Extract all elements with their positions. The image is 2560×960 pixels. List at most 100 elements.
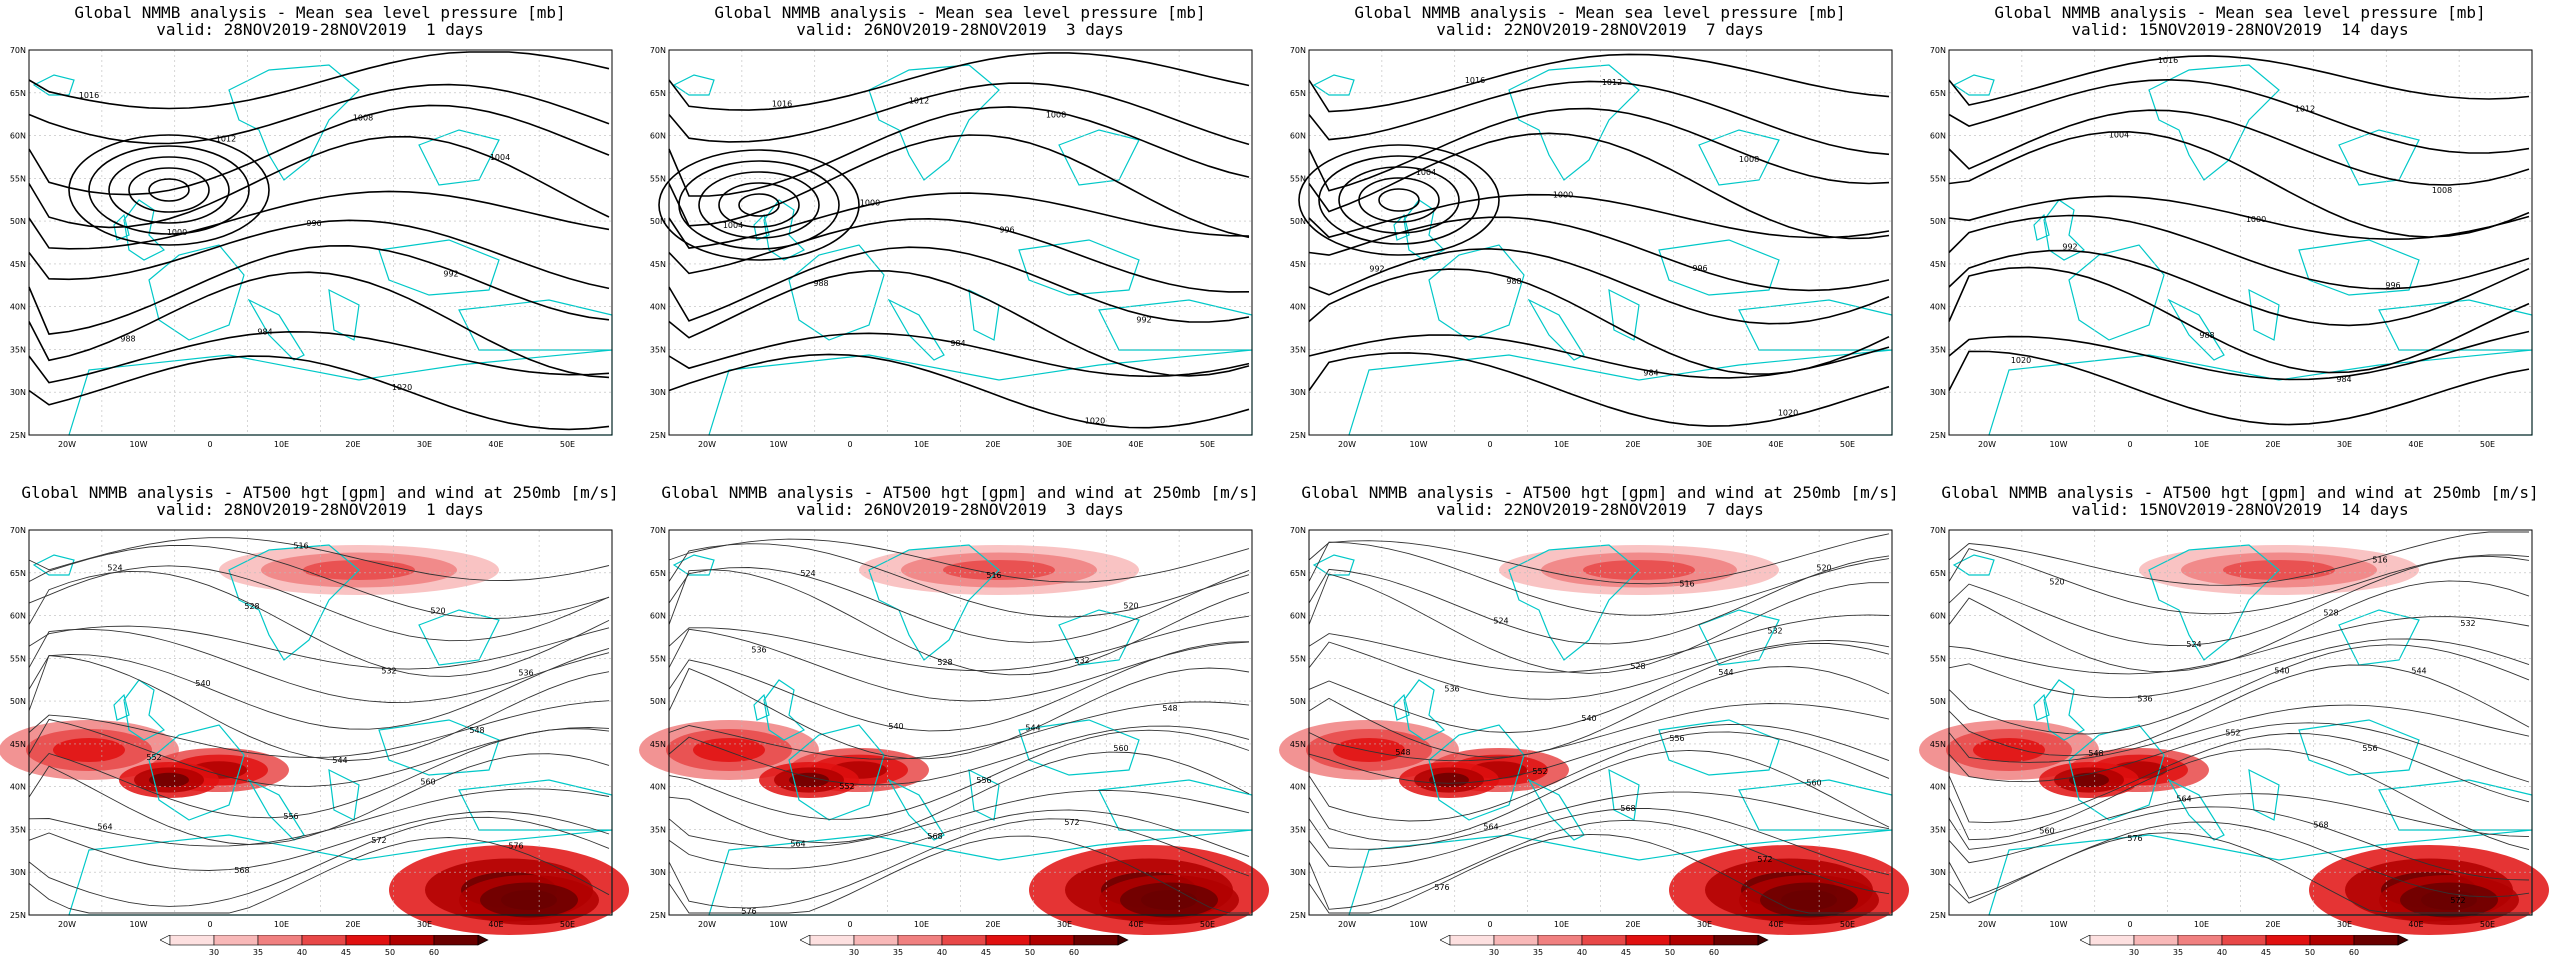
colorbar-swatch <box>897 935 943 946</box>
contour-label: 520 <box>1816 563 1831 572</box>
contour-line <box>28 83 610 145</box>
contour-label: 572 <box>1064 818 1079 827</box>
longitude-label: 40E <box>1128 920 1143 929</box>
contour-line <box>28 544 610 620</box>
coastline <box>868 64 1000 181</box>
colorbar-swatch <box>809 935 855 946</box>
longitude-label: 10E <box>274 440 289 449</box>
latitude-label: 25N <box>650 911 666 920</box>
contour-line <box>28 135 610 229</box>
colorbar-swatch <box>433 935 479 946</box>
coastline <box>672 554 715 576</box>
longitude-label: 10W <box>2049 920 2067 929</box>
colorbar-swatch <box>2353 935 2399 946</box>
mslp-panel: Global NMMB analysis - Mean sea level pr… <box>0 0 640 480</box>
longitude-label: 10W <box>769 440 787 449</box>
contour-label: 556 <box>976 776 991 785</box>
contour-line <box>668 353 1250 429</box>
contour-label: 1004 <box>490 153 510 162</box>
wind-speed-shading <box>501 890 557 910</box>
contour-label: 1016 <box>772 100 792 109</box>
contour-label: 1004 <box>2109 131 2129 140</box>
longitude-label: 10W <box>1409 440 1427 449</box>
longitude-label: 50E <box>1840 440 1855 449</box>
contour-label: 1008 <box>1046 110 1066 119</box>
coastline <box>328 768 360 821</box>
contour-line <box>28 104 610 196</box>
contour-line <box>1308 808 1890 876</box>
longitude-label: 40E <box>2408 920 2423 929</box>
map-frame <box>1308 49 1893 436</box>
contour-label: 544 <box>2411 667 2426 676</box>
contour-label: 1000 <box>167 228 187 237</box>
contour-line <box>28 537 610 581</box>
contour-label: 524 <box>2186 640 2201 649</box>
contour-line <box>668 106 1250 197</box>
contour-line <box>1308 247 1890 325</box>
colorbar-swatch <box>1073 935 1119 946</box>
contour-line <box>1948 249 2530 327</box>
contour-line <box>1308 541 1890 616</box>
longitude-label: 20W <box>698 440 716 449</box>
latitude-label: 35N <box>1930 825 1946 834</box>
coastline <box>1952 554 1995 576</box>
at500-panel: Global NMMB analysis - AT500 hgt [gpm] a… <box>0 480 640 960</box>
contour-label: 576 <box>1434 883 1449 892</box>
coastline <box>2167 298 2225 361</box>
colorbar-swatch <box>941 935 987 946</box>
latitude-label: 45N <box>650 740 666 749</box>
coastline <box>753 693 770 721</box>
latitude-label: 35N <box>1290 825 1306 834</box>
contour-line <box>28 51 610 110</box>
wind-speed-shading <box>693 738 765 762</box>
contour-line <box>1308 80 1890 156</box>
contour-line <box>28 655 610 761</box>
colorbar-tick-label: 60 <box>2349 948 2359 957</box>
contour-label: 984 <box>1643 368 1658 377</box>
contour-line <box>1948 266 2530 374</box>
contour-label: 1020 <box>392 383 412 392</box>
longitude-label: 20E <box>1625 440 1640 449</box>
latitude-label: 55N <box>10 654 26 663</box>
contour-line <box>1308 731 1890 822</box>
panel-valid-period: valid: 26NOV2019-28NOV2019 3 days <box>796 20 1124 39</box>
colorbar-tick-label: 60 <box>1709 948 1719 957</box>
longitude-label: 50E <box>1200 440 1215 449</box>
contour-label: 548 <box>1395 748 1410 757</box>
contour-line <box>1308 749 1890 842</box>
colorbar-swatch <box>2265 935 2311 946</box>
contour-label: 544 <box>1718 668 1733 677</box>
longitude-label: 10E <box>2194 920 2209 929</box>
contour-line <box>1308 193 1890 239</box>
contour-label: 520 <box>430 607 445 616</box>
longitude-label: 10W <box>129 440 147 449</box>
contour-line <box>1308 703 1890 762</box>
longitude-label: 20W <box>1978 440 1996 449</box>
longitude-label: 0 <box>847 920 852 929</box>
coastline <box>1058 609 1140 666</box>
contour-line <box>1948 555 2530 646</box>
coastline <box>32 74 75 96</box>
panel-title: Global NMMB analysis - Mean sea level pr… <box>74 3 566 22</box>
contour-label: 536 <box>2137 695 2152 704</box>
coastline <box>1058 129 1140 186</box>
contour-line <box>668 82 1250 146</box>
latitude-label: 55N <box>1290 654 1306 663</box>
longitude-label: 10W <box>1409 920 1427 929</box>
latitude-label: 55N <box>1290 174 1306 183</box>
contour-label: 532 <box>381 666 396 675</box>
colorbar-swatch <box>1669 935 1715 946</box>
contour-label: 540 <box>888 722 903 731</box>
coastline <box>1508 64 1640 181</box>
latitude-label: 40N <box>1930 783 1946 792</box>
contour-label: 1008 <box>1739 155 1759 164</box>
colorbar-swatch <box>169 935 215 946</box>
coastline <box>2167 778 2225 841</box>
latitude-label: 65N <box>1930 569 1946 578</box>
latitude-label: 60N <box>10 132 26 141</box>
contour-label: 1016 <box>2158 56 2178 65</box>
map-frame <box>1948 49 2533 436</box>
latitude-label: 40N <box>1290 303 1306 312</box>
contour-label: 1016 <box>79 91 99 100</box>
contour-line <box>1308 334 1890 379</box>
